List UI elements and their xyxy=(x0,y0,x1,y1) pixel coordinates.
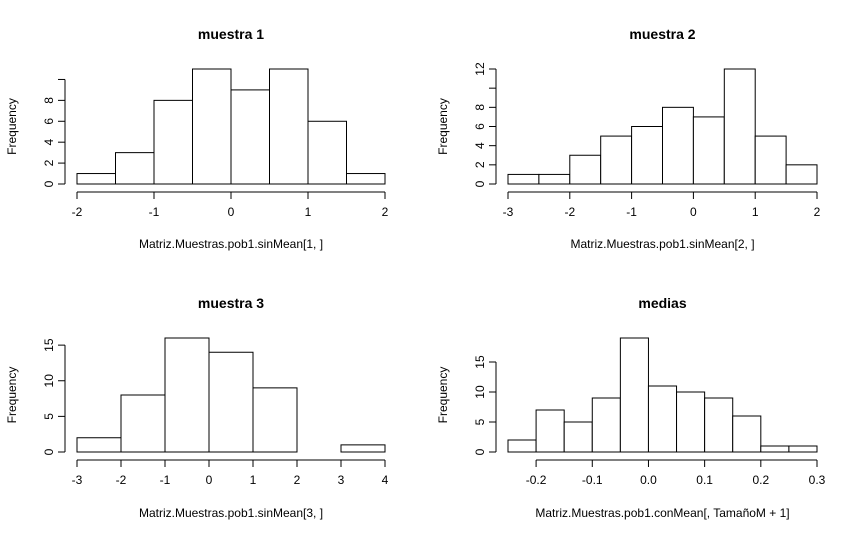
y-tick-label: 0 xyxy=(42,448,56,455)
histogram-bar xyxy=(76,173,116,185)
histogram-bar xyxy=(269,68,309,185)
histogram-bar xyxy=(252,387,298,453)
histogram-bar xyxy=(788,445,818,453)
histogram-panel-3: -3 -2 -1 0 1 2 3 4 0 5 10 15 muestra 3 Matriz.Muestra… xyxy=(5,295,389,520)
x-tick-label: 2 xyxy=(382,205,389,219)
histogram-bar xyxy=(785,164,818,185)
y-tick-label: 12 xyxy=(473,62,487,76)
histogram-bar xyxy=(76,437,122,453)
histogram-bar xyxy=(120,394,166,453)
histogram-bar xyxy=(619,337,649,453)
histogram-bar xyxy=(704,397,734,453)
x-tick-label: -1 xyxy=(626,205,637,219)
histogram-bar xyxy=(307,120,347,185)
y-tick-label: 0 xyxy=(473,180,487,187)
chart-title: muestra 1 xyxy=(198,26,264,42)
y-tick-label: 10 xyxy=(42,374,56,388)
x-tick-label: 0.1 xyxy=(696,473,713,487)
x-axis-label: Matriz.Muestras.pob1.conMean[, TamañoM +… xyxy=(535,506,789,520)
x-tick-label: 2 xyxy=(814,205,821,219)
y-tick-label: 10 xyxy=(473,385,487,399)
y-tick-label: 15 xyxy=(42,338,56,352)
y-tick-label: 4 xyxy=(42,139,56,146)
histogram-bar xyxy=(340,444,386,453)
chart-title: muestra 2 xyxy=(629,26,695,42)
x-tick-label: -3 xyxy=(503,205,514,219)
y-tick-label: 4 xyxy=(473,142,487,149)
x-axis-label: Matriz.Muestras.pob1.sinMean[3, ] xyxy=(139,506,323,520)
histogram-bar xyxy=(647,385,678,453)
histogram-bar xyxy=(631,126,663,185)
histogram-bar xyxy=(346,173,386,185)
histogram-bar xyxy=(538,173,571,185)
x-tick-label: 0.3 xyxy=(809,473,826,487)
y-axis-label: Frequency xyxy=(436,98,450,155)
x-axis-label: Matriz.Muestras.pob1.sinMean[1, ] xyxy=(139,237,323,251)
histogram-bar xyxy=(115,152,155,185)
histogram-bar xyxy=(591,397,621,453)
y-tick-label: 15 xyxy=(473,355,487,369)
x-tick-label: 2 xyxy=(294,473,301,487)
chart-title: muestra 3 xyxy=(198,295,264,311)
histogram-bar xyxy=(507,439,537,453)
histogram-panel-1: -2 -1 0 1 2 0 2 4 6 8 muestra 1 Matriz.Muestras.pob… xyxy=(5,26,389,251)
x-axis-label: Matriz.Muestras.pob1.sinMean[2, ] xyxy=(570,237,754,251)
x-tick-label: -2 xyxy=(116,473,127,487)
x-tick-label: 0 xyxy=(228,205,235,219)
x-tick-label: 1 xyxy=(752,205,759,219)
x-tick-label: -2 xyxy=(564,205,575,219)
histogram-bar xyxy=(153,99,193,185)
histogram-bar xyxy=(662,106,694,185)
y-tick-label: 2 xyxy=(473,161,487,168)
histogram-bar xyxy=(723,68,756,185)
x-tick-label: -1 xyxy=(149,205,160,219)
histogram-bar xyxy=(676,391,706,453)
y-tick-label: 6 xyxy=(42,118,56,125)
y-axis-label: Frequency xyxy=(436,367,450,424)
histogram-bar xyxy=(208,351,254,453)
y-tick-label: 5 xyxy=(42,413,56,420)
x-tick-label: 0 xyxy=(690,205,697,219)
x-tick-label: 0.0 xyxy=(640,473,657,487)
x-tick-label: -1 xyxy=(160,473,171,487)
histogram-bar xyxy=(192,68,232,185)
histogram-bar xyxy=(507,173,540,185)
histogram-bar xyxy=(535,409,565,453)
y-tick-label: 8 xyxy=(473,104,487,111)
y-tick-label: 6 xyxy=(473,123,487,130)
x-tick-label: -0.2 xyxy=(526,473,547,487)
histogram-bar xyxy=(692,116,725,185)
histogram-bar xyxy=(563,421,593,453)
x-tick-label: 3 xyxy=(338,473,345,487)
y-axis-label: Frequency xyxy=(5,98,19,155)
chart-title: medias xyxy=(638,295,686,311)
histogram-bar xyxy=(569,154,602,185)
histogram-bar xyxy=(760,445,790,453)
y-tick-label: 0 xyxy=(473,448,487,455)
x-tick-label: 0.2 xyxy=(752,473,769,487)
y-tick-label: 2 xyxy=(42,159,56,166)
x-tick-label: -2 xyxy=(72,205,83,219)
y-tick-label: 8 xyxy=(42,97,56,104)
y-axis-label: Frequency xyxy=(5,367,19,424)
x-tick-label: -0.1 xyxy=(582,473,603,487)
histogram-bar xyxy=(754,135,787,185)
x-tick-label: 0 xyxy=(206,473,213,487)
histogram-bar xyxy=(600,135,633,185)
x-tick-label: 1 xyxy=(250,473,257,487)
histogram-bar xyxy=(230,89,270,185)
histogram-bar xyxy=(164,337,210,453)
x-tick-label: 4 xyxy=(382,473,389,487)
histogram-bar xyxy=(732,415,762,453)
histogram-panel-4: -0.2 -0.1 0.0 0.1 0.2 0.3 0 5 10 15 medias Matriz.M… xyxy=(436,295,826,520)
x-tick-label: -3 xyxy=(72,473,83,487)
y-tick-label: 0 xyxy=(42,180,56,187)
x-tick-label: 1 xyxy=(305,205,312,219)
y-tick-label: 5 xyxy=(473,418,487,425)
